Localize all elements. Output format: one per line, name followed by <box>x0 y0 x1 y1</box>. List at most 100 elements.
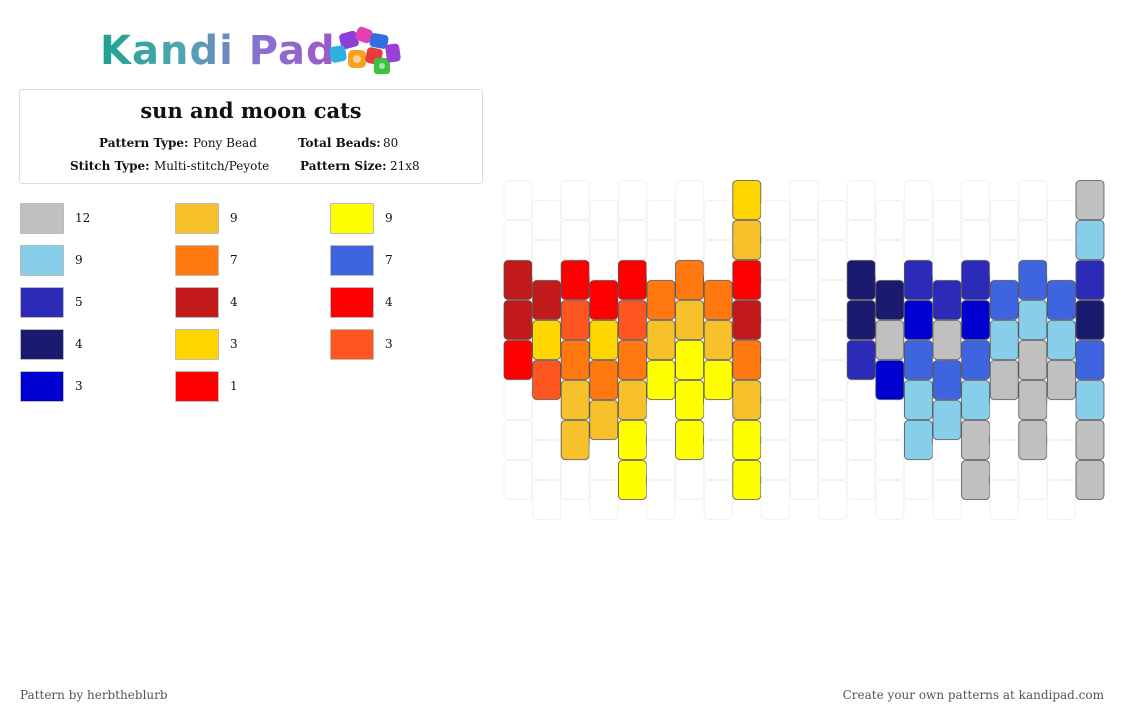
empty-bead-slot <box>1046 400 1076 440</box>
empty-bead-slot <box>1018 220 1048 260</box>
empty-bead-slot <box>932 200 962 240</box>
empty-bead-slot <box>532 480 562 520</box>
legend-swatch <box>330 203 374 234</box>
bead <box>675 260 704 300</box>
bead <box>732 460 762 500</box>
bead <box>1075 380 1105 420</box>
empty-bead-slot <box>589 480 619 520</box>
bead <box>1075 420 1105 460</box>
bead <box>646 280 676 320</box>
empty-bead-slot <box>589 440 619 480</box>
bead <box>732 420 762 460</box>
legend-count: 9 <box>230 211 238 225</box>
legend-count: 4 <box>385 295 393 309</box>
legend-count: 4 <box>75 337 83 351</box>
bead <box>560 380 590 420</box>
bead <box>904 380 933 420</box>
empty-bead-slot <box>789 300 819 340</box>
empty-bead-slot <box>589 240 619 280</box>
empty-bead-slot <box>760 440 790 480</box>
bead <box>532 280 561 320</box>
empty-bead-slot <box>503 420 533 460</box>
bead <box>503 340 533 380</box>
empty-bead-slot <box>989 480 1019 520</box>
pattern-size-value: 21x8 <box>390 159 420 173</box>
empty-bead-slot <box>560 460 590 500</box>
legend-count: 3 <box>75 379 83 393</box>
empty-bead-slot <box>789 420 819 460</box>
bead <box>1018 340 1048 380</box>
stitch-type-value: Multi-stitch/Peyote <box>154 159 270 173</box>
empty-bead-slot <box>818 200 848 240</box>
empty-bead-slot <box>560 220 590 260</box>
bead <box>732 220 762 260</box>
bead <box>1047 280 1076 320</box>
legend-count: 7 <box>385 253 393 267</box>
bead <box>589 400 619 440</box>
empty-bead-slot <box>818 480 848 520</box>
empty-bead-slot <box>961 220 991 260</box>
legend-count: 3 <box>385 337 393 351</box>
empty-bead-slot <box>789 220 819 260</box>
empty-bead-slot <box>760 360 790 400</box>
bead <box>732 300 762 340</box>
empty-bead-slot <box>846 460 876 500</box>
empty-bead-slot <box>932 480 962 520</box>
bead <box>961 340 990 380</box>
empty-bead-slot <box>532 440 562 480</box>
empty-bead-slot <box>875 440 905 480</box>
bead <box>846 260 876 300</box>
bead <box>932 400 962 440</box>
bead <box>703 320 733 360</box>
legend-count: 3 <box>230 337 238 351</box>
empty-bead-slot <box>532 240 562 280</box>
bead <box>503 300 533 340</box>
empty-bead-slot <box>617 180 647 220</box>
empty-bead-slot <box>1046 240 1076 280</box>
pattern-type-label: Pattern Type: <box>99 136 189 150</box>
legend-count: 5 <box>75 295 83 309</box>
legend-count: 12 <box>75 211 91 225</box>
bead <box>961 380 990 420</box>
legend-count: 1 <box>230 379 238 393</box>
bead <box>503 260 533 300</box>
empty-bead-slot <box>875 480 905 520</box>
empty-bead-slot <box>989 200 1019 240</box>
bead <box>989 360 1019 400</box>
bead <box>904 420 933 460</box>
bead <box>618 420 647 460</box>
empty-bead-slot <box>875 240 905 280</box>
empty-bead-slot <box>760 320 790 360</box>
bead <box>875 280 905 320</box>
bead <box>589 280 619 320</box>
bead <box>703 360 733 400</box>
pattern-type-value: Pony Bead <box>193 136 257 150</box>
bead <box>703 280 733 320</box>
bead <box>532 320 561 360</box>
logo-text: Kandi Pad <box>100 28 336 74</box>
empty-bead-slot <box>646 440 676 480</box>
empty-bead-slot <box>646 200 676 240</box>
empty-bead-slot <box>818 280 848 320</box>
bead <box>961 260 990 300</box>
empty-bead-slot <box>646 400 676 440</box>
empty-bead-slot <box>932 240 962 280</box>
bead <box>618 460 647 500</box>
bead <box>989 280 1019 320</box>
empty-bead-slot <box>646 240 676 280</box>
empty-bead-slot <box>760 400 790 440</box>
bead <box>1018 260 1048 300</box>
bead <box>618 260 647 300</box>
legend-swatch <box>330 329 374 360</box>
empty-bead-slot <box>1018 460 1048 500</box>
bead <box>846 340 876 380</box>
empty-bead-slot <box>503 380 533 420</box>
empty-bead-slot <box>503 220 533 260</box>
empty-bead-slot <box>789 460 819 500</box>
total-beads-value: 80 <box>383 136 399 150</box>
bead <box>618 380 647 420</box>
empty-bead-slot <box>646 480 676 520</box>
empty-bead-slot <box>1018 180 1048 220</box>
empty-bead-slot <box>532 200 562 240</box>
